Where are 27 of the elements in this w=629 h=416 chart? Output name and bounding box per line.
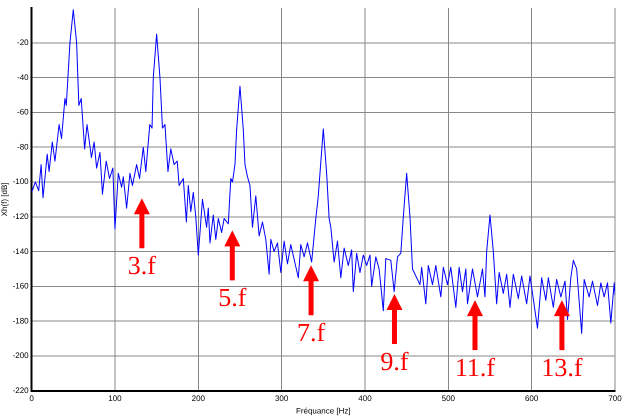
x-tick-label: 700 bbox=[608, 394, 622, 403]
x-tick-label: 100 bbox=[108, 394, 122, 403]
x-tick-label: 500 bbox=[442, 394, 456, 403]
y-tick-label: -80 bbox=[17, 142, 30, 152]
y-axis-title: Xh(f) [dB] bbox=[0, 182, 10, 216]
y-tick-label: -160 bbox=[12, 282, 30, 291]
x-axis-title: Fréquance [Hz] bbox=[296, 406, 351, 416]
y-tick-label: -180 bbox=[12, 316, 30, 326]
annotation: 9.f bbox=[380, 346, 409, 376]
annotation: 13.f bbox=[541, 352, 583, 382]
annotation: 5.f bbox=[218, 283, 247, 312]
y-tick-label: -220 bbox=[12, 386, 30, 396]
annotation: 3.f bbox=[128, 251, 156, 280]
y-tick-label: -20 bbox=[17, 38, 30, 48]
y-tick-label: -200 bbox=[12, 351, 30, 360]
y-tick-label: -120 bbox=[12, 212, 30, 222]
annotation: 7.f bbox=[296, 318, 326, 348]
x-tick-label: 200 bbox=[192, 394, 206, 403]
x-tick-label: 300 bbox=[274, 394, 289, 403]
y-tick-label: -60 bbox=[17, 108, 30, 117]
y-tick-label: -40 bbox=[17, 72, 30, 82]
annotation: 11.f bbox=[454, 352, 496, 382]
x-tick-label: 0 bbox=[29, 394, 34, 403]
y-tick-label: -100 bbox=[12, 177, 30, 186]
x-tick-label: 600 bbox=[524, 394, 539, 403]
x-tick-label: 400 bbox=[358, 394, 372, 403]
y-tick-label: -140 bbox=[12, 246, 30, 256]
